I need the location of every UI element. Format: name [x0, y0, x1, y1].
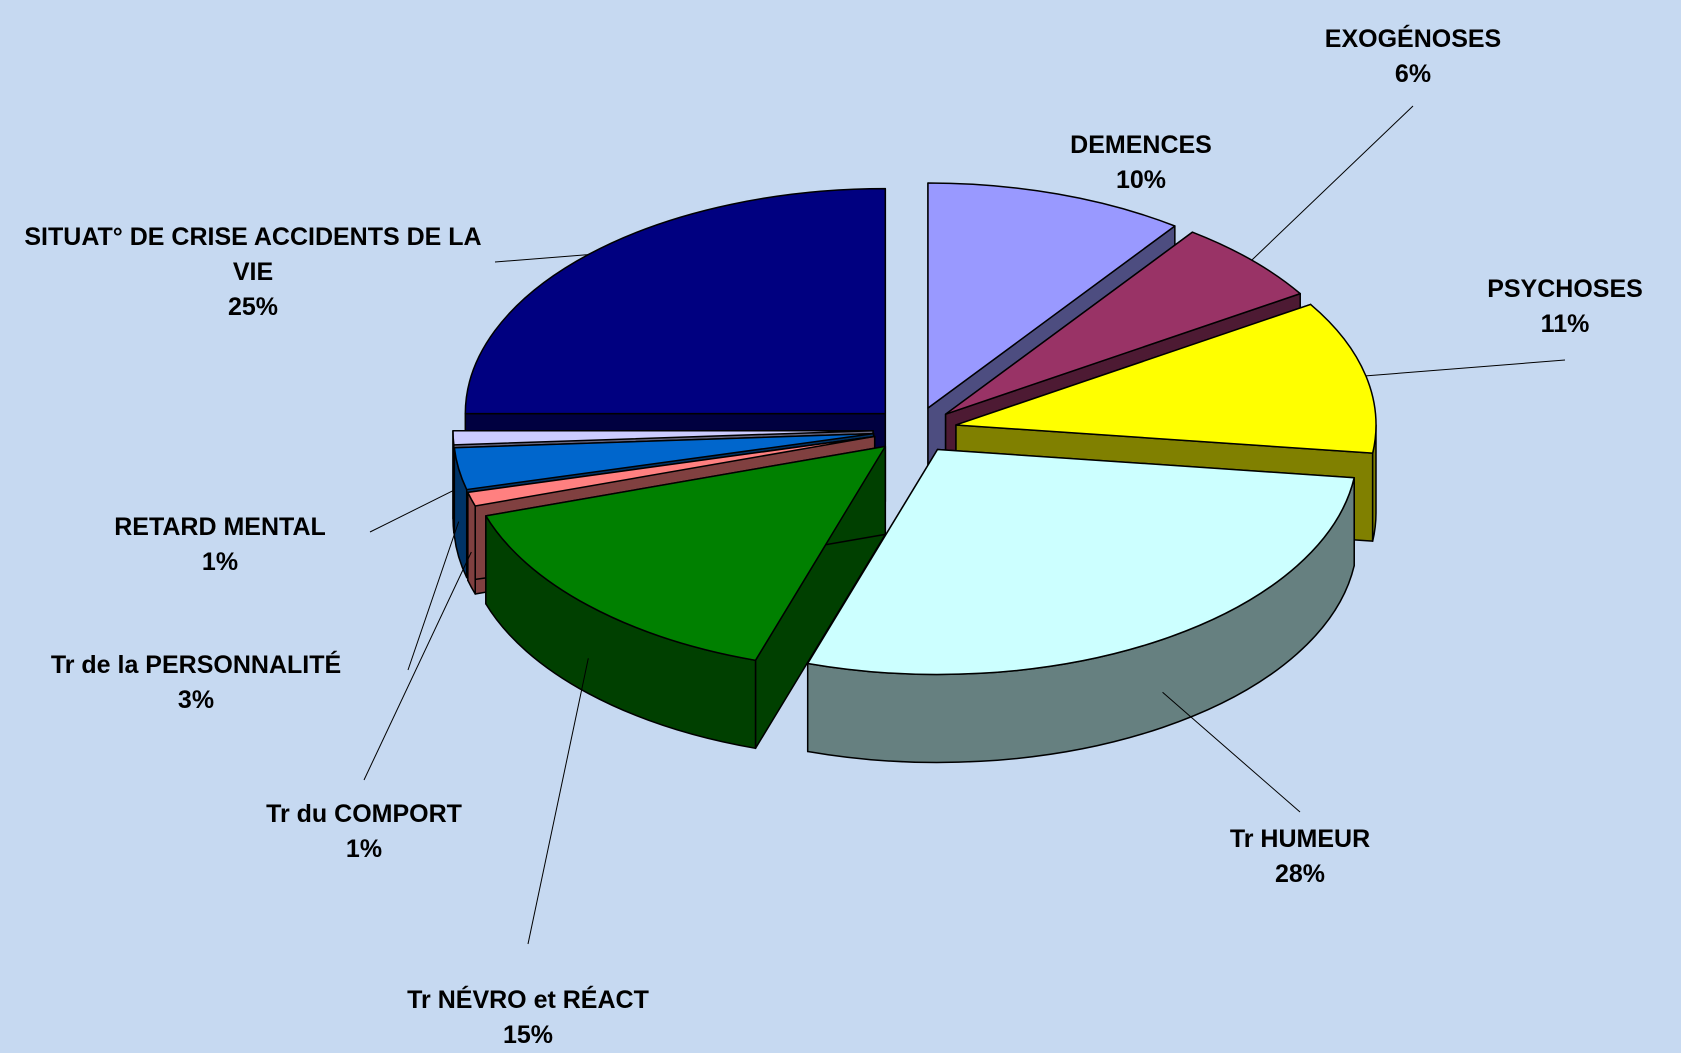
leader-line	[407, 521, 460, 671]
data-label: RETARD MENTAL 1%	[114, 510, 326, 580]
data-label: SITUAT° DE CRISE ACCIDENTS DE LA VIE 25%	[13, 220, 493, 325]
slice	[453, 432, 875, 491]
label-name: Tr de la PERSONNALITÉ	[50, 651, 342, 679]
label-name: PSYCHOSES	[1487, 275, 1643, 303]
leader-line	[527, 658, 589, 945]
slice-side	[467, 491, 476, 595]
label-value: 11%	[1540, 310, 1590, 338]
label-value: 1%	[201, 548, 239, 576]
label-value: 28%	[1274, 860, 1326, 888]
data-label: Tr HUMEUR 28%	[1230, 822, 1370, 892]
data-label: DEMENCES 10%	[1070, 128, 1212, 198]
slice	[452, 429, 874, 446]
label-value: 3%	[177, 686, 215, 714]
leader-line	[494, 254, 589, 263]
leader-line	[1162, 691, 1301, 813]
label-name: DEMENCES	[1070, 131, 1212, 159]
label-value: 25%	[227, 293, 279, 321]
leader-line	[1365, 359, 1566, 377]
slice	[955, 303, 1377, 454]
data-label: EXOGÉNOSES 6%	[1325, 22, 1501, 92]
label-value: 6%	[1394, 60, 1432, 88]
slice	[944, 231, 1301, 415]
label-name: RETARD MENTAL	[114, 513, 326, 541]
label-value: 10%	[1115, 166, 1167, 194]
slice	[485, 445, 887, 662]
data-label: Tr NÉVRO et RÉACT 15%	[407, 983, 649, 1053]
leader-line	[369, 490, 454, 533]
label-name: Tr HUMEUR	[1229, 825, 1371, 853]
label-value: 1%	[345, 835, 383, 863]
data-label: Tr de la PERSONNALITÉ 3%	[51, 648, 341, 718]
slice	[467, 435, 876, 507]
label-name: Tr NÉVRO et RÉACT	[407, 986, 649, 1014]
label-name: Tr du COMPORT	[266, 800, 462, 828]
slice	[927, 182, 1176, 409]
leader-line	[363, 551, 472, 781]
label-name: SITUAT° DE CRISE ACCIDENTS DE LA VIE	[24, 223, 482, 286]
label-name: EXOGÉNOSES	[1324, 25, 1502, 53]
leader-line	[1251, 105, 1414, 261]
slice	[806, 448, 1355, 676]
data-label: PSYCHOSES 11%	[1487, 272, 1643, 342]
data-label: Tr du COMPORT 1%	[266, 797, 462, 867]
slice	[464, 187, 887, 415]
